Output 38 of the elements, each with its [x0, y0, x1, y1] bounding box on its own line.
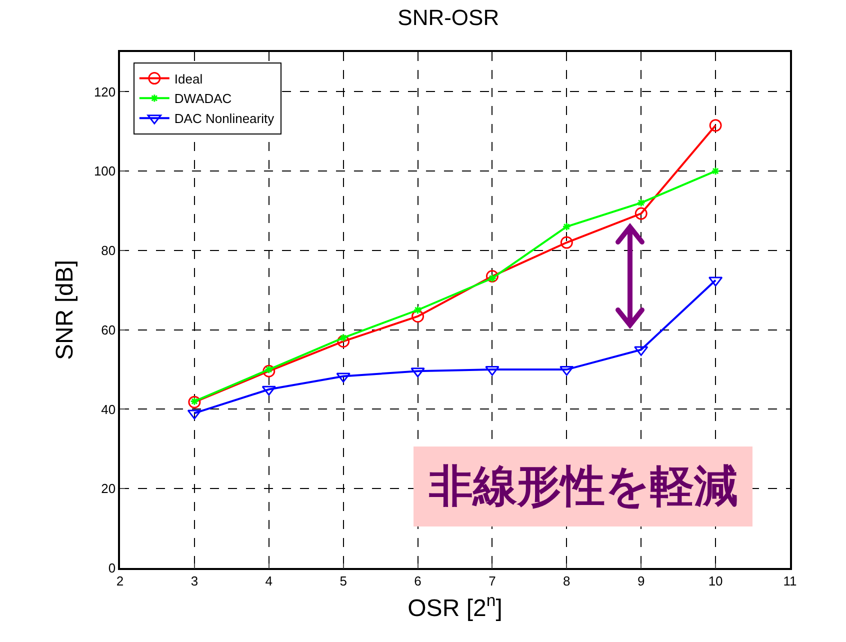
legend-label: Ideal — [174, 71, 203, 86]
x-tick-label: 2 — [116, 573, 124, 588]
point — [711, 166, 720, 176]
x-tick-label: 11 — [783, 573, 797, 588]
x-tick-label: 5 — [340, 573, 347, 588]
point — [486, 270, 498, 283]
legend-label: DAC Nonlinearity — [174, 111, 275, 126]
point — [337, 335, 350, 348]
y-tick-label: 40 — [101, 402, 116, 417]
annotation: 非線形性を軽減 — [428, 461, 738, 512]
point — [188, 396, 201, 408]
y-tick-label: 60 — [101, 322, 116, 338]
point — [336, 372, 350, 383]
x-tick-label: 3 — [190, 573, 198, 588]
chart-title: SNR-OSR — [398, 5, 500, 30]
x-tick-label: 7 — [488, 573, 496, 588]
y-axis-title: SNR [dB] — [52, 260, 79, 360]
point — [412, 310, 424, 323]
point — [262, 386, 276, 396]
point — [413, 306, 422, 314]
legend-label: DWADAC — [174, 91, 232, 106]
x-axis-title: OSR [2$^{n}$] — [408, 591, 502, 622]
point — [562, 222, 572, 231]
y-tick-label: 120 — [94, 84, 116, 100]
x-tick-label: 10 — [708, 573, 723, 588]
point — [560, 236, 573, 249]
point — [262, 364, 276, 378]
x-tick-label: 9 — [637, 573, 645, 588]
y-tick-label: 80 — [101, 243, 116, 258]
point — [634, 207, 648, 220]
point — [636, 198, 646, 208]
y-tick-label: 20 — [101, 481, 116, 496]
point — [709, 119, 722, 132]
x-tick-label: 8 — [563, 573, 570, 588]
y-tick-label: 100 — [94, 164, 116, 179]
x-tick-label: 6 — [414, 573, 422, 588]
y-tick-label: 0 — [108, 560, 116, 576]
x-tick-label: 4 — [265, 573, 273, 588]
